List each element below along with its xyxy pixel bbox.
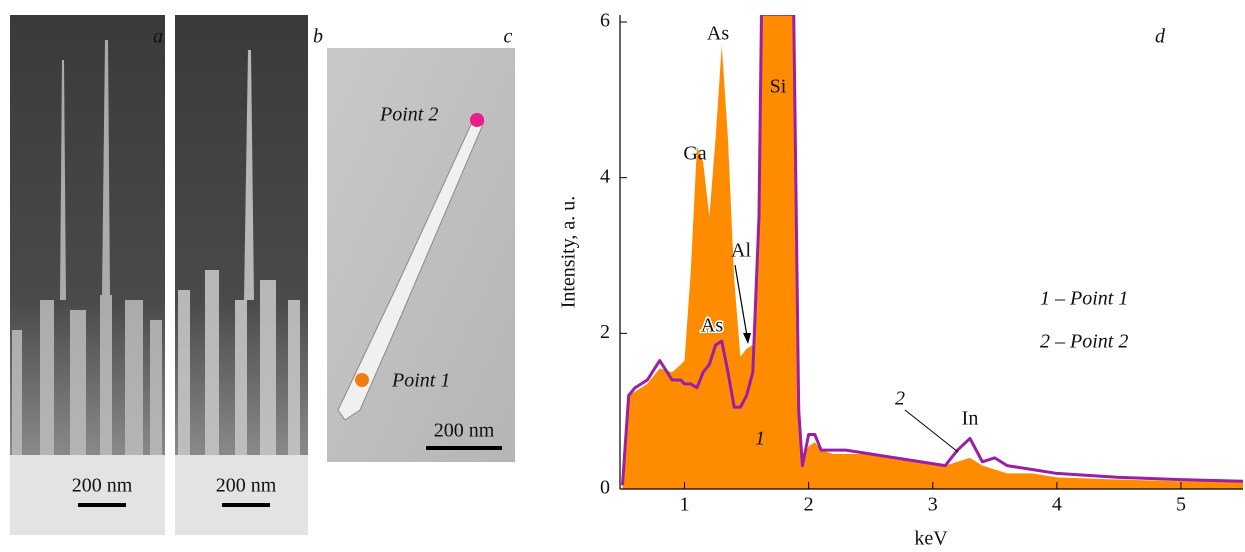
sem-image-a: 200 nm a <box>10 15 165 535</box>
area <box>622 15 1243 489</box>
annotation-arrow <box>734 264 749 343</box>
scale-label: 200 nm <box>72 475 133 497</box>
point-label: Point 2 <box>379 104 438 126</box>
scale-label: 200 nm <box>216 475 277 497</box>
annotation: 2 <box>895 388 905 410</box>
annotation: As <box>707 23 729 45</box>
annotation-leader <box>904 409 959 453</box>
x-tick-label: 4 <box>1052 494 1062 516</box>
point-marker <box>355 373 369 387</box>
arrow-head <box>743 333 751 344</box>
annotation: Si <box>770 76 787 98</box>
x-tick-label: 1 <box>680 494 690 516</box>
x-tick-label: 2 <box>804 494 814 516</box>
y-tick-label: 4 <box>600 165 610 187</box>
x-tick-label: 3 <box>928 494 938 516</box>
annotation: Al <box>731 240 751 262</box>
panel-label: a <box>153 26 163 48</box>
annotation-halo: As <box>701 315 723 337</box>
legend-entry: 2 – Point 2 <box>1040 331 1128 353</box>
scale-label: 200 nm <box>434 420 495 442</box>
point-marker <box>470 113 484 127</box>
line <box>620 15 1243 486</box>
panel-label: b <box>313 26 323 48</box>
plot-area <box>620 15 1243 489</box>
spectrum-chart: d keV Intensity, a. u. Ga As As As Al Si… <box>558 10 1243 550</box>
annotation: As <box>701 315 723 337</box>
annotation: 1 <box>755 428 765 450</box>
y-tick-label: 2 <box>600 321 610 343</box>
legend-entry: 1 – Point 1 <box>1040 288 1128 310</box>
y-tick-label: 0 <box>600 477 610 499</box>
sem-image-c: Point 2 Point 1 200 nm c <box>327 26 515 462</box>
x-tick-label: 5 <box>1176 494 1186 516</box>
panel-label: d <box>1155 26 1166 48</box>
x-axis-label: keV <box>914 528 948 550</box>
annotation: In <box>962 408 979 430</box>
panel-label: c <box>504 26 513 48</box>
y-tick-label: 6 <box>600 10 610 32</box>
point-label: Point 1 <box>391 370 450 392</box>
sem-image-b: 200 nm b <box>175 15 323 535</box>
y-axis-label: Intensity, a. u. <box>558 196 580 309</box>
annotation: Ga <box>683 143 706 165</box>
